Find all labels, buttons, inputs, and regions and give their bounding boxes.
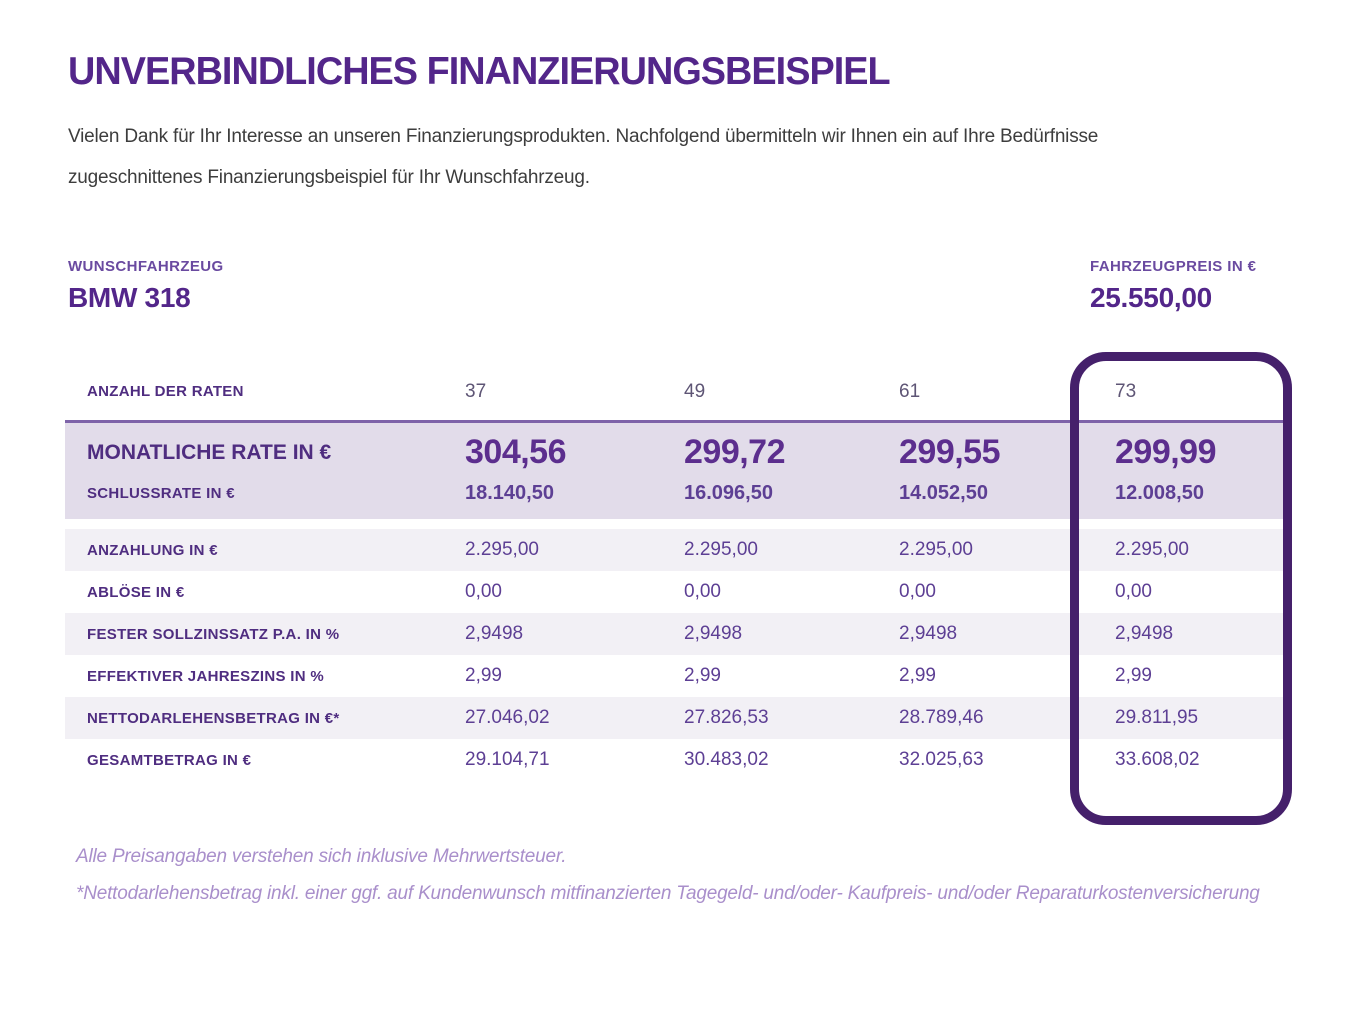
row-value: 2,9498 — [899, 623, 958, 644]
row-value: 0,00 — [1115, 581, 1152, 602]
final-rate-61: 14.052,50 — [899, 482, 988, 504]
vehicle-name: BMW 318 — [68, 282, 191, 313]
table-row-jahreszins: EFFEKTIVER JAHRESZINS IN % 2,99 2,99 2,9… — [65, 655, 1285, 697]
row-value: 29.104,71 — [465, 749, 550, 770]
final-rate-label: SCHLUSSRATE IN € — [87, 485, 235, 502]
row-label: GESAMTBETRAG IN € — [87, 751, 252, 769]
row-value: 2.295,00 — [899, 539, 973, 560]
row-value: 32.025,63 — [899, 749, 984, 770]
monthly-rate-61: 299,55 — [899, 433, 1001, 471]
row-value: 33.608,02 — [1115, 749, 1200, 770]
final-rate-37: 18.140,50 — [465, 482, 554, 504]
installments-option-61: 61 — [899, 380, 921, 402]
row-label: FESTER SOLLZINSSATZ P.A. IN % — [87, 625, 340, 643]
monthly-rate-37: 304,56 — [465, 433, 567, 471]
table-row-nettodarlehensbetrag: NETTODARLEHENSBETRAG IN €* 27.046,02 27.… — [65, 697, 1285, 739]
final-rate-row: SCHLUSSRATE IN € 18.140,50 16.096,50 14.… — [65, 482, 1285, 505]
table-rows: ANZAHLUNG IN € 2.295,00 2.295,00 2.295,0… — [65, 529, 1285, 781]
installments-option-73: 73 — [1115, 380, 1137, 402]
row-value: 2.295,00 — [684, 539, 758, 560]
monthly-rate-73: 299,99 — [1115, 433, 1217, 471]
installments-option-37: 37 — [465, 380, 487, 402]
row-value: 27.826,53 — [684, 707, 769, 728]
row-value: 0,00 — [465, 581, 502, 602]
row-value: 28.789,46 — [899, 707, 984, 728]
row-label: NETTODARLEHENSBETRAG IN €* — [87, 709, 340, 727]
footnotes: Alle Preisangaben verstehen sich inklusi… — [76, 838, 1260, 912]
vehicle-label: WUNSCHFAHRZEUG — [68, 258, 224, 275]
table-row-abloese: ABLÖSE IN € 0,00 0,00 0,00 0,00 — [65, 571, 1285, 613]
monthly-rate-row: MONATLICHE RATE IN € 304,56 299,72 299,5… — [65, 433, 1285, 472]
table-row-sollzinssatz: FESTER SOLLZINSSATZ P.A. IN % 2,9498 2,9… — [65, 613, 1285, 655]
row-value: 2,99 — [465, 665, 502, 686]
vehicle-block: WUNSCHFAHRZEUG BMW 318 — [68, 258, 224, 314]
row-label: ABLÖSE IN € — [87, 583, 185, 601]
row-value: 2,9498 — [684, 623, 743, 644]
final-rate-49: 16.096,50 — [684, 482, 773, 504]
row-value: 2.295,00 — [1115, 539, 1189, 560]
table-row-gesamtbetrag: GESAMTBETRAG IN € 29.104,71 30.483,02 32… — [65, 739, 1285, 781]
monthly-rate-band: MONATLICHE RATE IN € 304,56 299,72 299,5… — [65, 423, 1285, 519]
installments-option-49: 49 — [684, 380, 706, 402]
footnote-vat: Alle Preisangaben verstehen sich inklusi… — [76, 846, 567, 867]
row-value: 0,00 — [684, 581, 721, 602]
row-value: 29.811,95 — [1115, 707, 1199, 728]
row-value: 2,99 — [1115, 665, 1152, 686]
installments-header-label: ANZAHL DER RATEN — [87, 383, 244, 400]
row-value: 30.483,02 — [684, 749, 769, 770]
row-label: EFFEKTIVER JAHRESZINS IN % — [87, 667, 324, 685]
monthly-rate-49: 299,72 — [684, 433, 786, 471]
financing-table: ANZAHL DER RATEN 37 49 61 73 MONATLICHE … — [65, 363, 1285, 781]
monthly-rate-label: MONATLICHE RATE IN € — [87, 440, 332, 464]
page-title: UNVERBINDLICHES FINANZIERUNGSBEISPIEL — [68, 50, 891, 93]
final-rate-73: 12.008,50 — [1115, 482, 1204, 504]
table-divider-line — [65, 420, 1285, 423]
row-value: 2,9498 — [1115, 623, 1174, 644]
row-value: 2.295,00 — [465, 539, 539, 560]
row-value: 27.046,02 — [465, 707, 550, 728]
row-label: ANZAHLUNG IN € — [87, 541, 218, 559]
selected-column-highlight-frame[interactable] — [1070, 352, 1292, 825]
row-value: 2,99 — [899, 665, 936, 686]
intro-text: Vielen Dank für Ihr Interesse an unseren… — [68, 116, 1098, 198]
price-label: FAHRZEUGPREIS IN € — [1090, 258, 1257, 275]
price-block: FAHRZEUGPREIS IN € 25.550,00 — [1090, 258, 1256, 314]
price-value: 25.550,00 — [1090, 282, 1212, 313]
installments-header-row: ANZAHL DER RATEN 37 49 61 73 — [65, 363, 1285, 420]
row-value: 2,99 — [684, 665, 721, 686]
row-value: 2,9498 — [465, 623, 524, 644]
footnote-net-loan: *Nettodarlehensbetrag inkl. einer ggf. a… — [76, 883, 1260, 904]
intro-line-1: Vielen Dank für Ihr Interesse an unseren… — [68, 126, 1099, 147]
row-value: 0,00 — [899, 581, 936, 602]
intro-line-2: zugeschnittenes Finanzierungsbeispiel fü… — [68, 167, 590, 188]
table-row-anzahlung: ANZAHLUNG IN € 2.295,00 2.295,00 2.295,0… — [65, 529, 1285, 571]
